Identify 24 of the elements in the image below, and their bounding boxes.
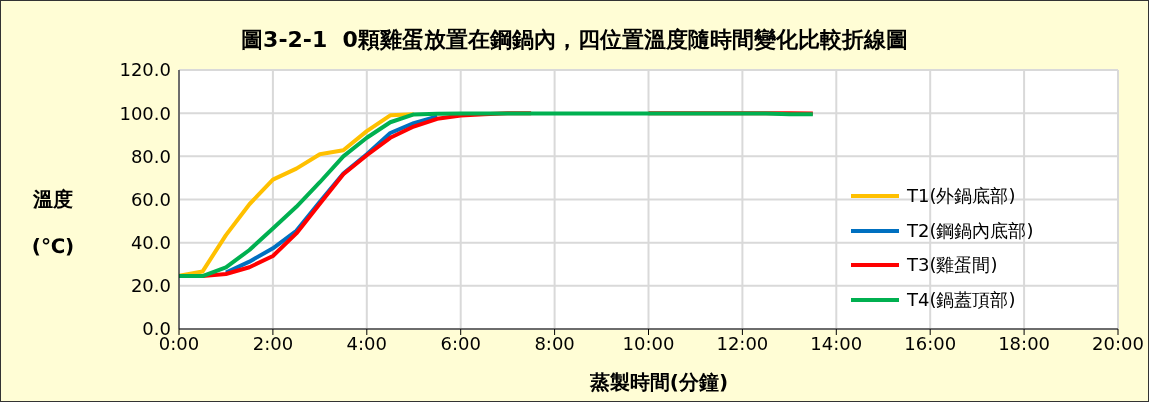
chart-title: 圖3-2-1 0顆雞蛋放置在鋼鍋內，四位置溫度隨時間變化比較折線圖 — [240, 26, 909, 54]
x-axis-title: 蒸製時間(分鐘) — [588, 369, 730, 396]
x-tick-label: 18:00 — [998, 332, 1051, 354]
legend-label: T1(外鍋底部) — [907, 184, 1016, 209]
x-tick-label: 16:00 — [904, 332, 957, 354]
y-tick-label: 20.0 — [130, 275, 171, 297]
y-tick-label: 40.0 — [130, 232, 171, 254]
x-tick-label: 4:00 — [346, 332, 388, 354]
legend-label: T3(雞蛋間) — [907, 253, 998, 278]
y-tick-label: 80.0 — [130, 145, 171, 167]
y-axis-title: 溫度 (℃) — [30, 186, 76, 260]
y-tick-label: 60.0 — [130, 188, 171, 210]
x-tick-label: 6:00 — [440, 332, 481, 354]
y-tick-label: 120.0 — [119, 59, 171, 81]
legend-label: T2(鋼鍋內底部) — [907, 218, 1034, 243]
x-tick-label: 12:00 — [716, 332, 769, 354]
x-tick-label: 20:00 — [1092, 332, 1144, 354]
line-series — [179, 111, 815, 279]
y-tick-label: 100.0 — [119, 102, 171, 124]
legend-label: T4(鍋蓋頂部) — [907, 287, 1016, 312]
x-tick-label: 8:00 — [534, 332, 575, 354]
x-tick-label: 10:00 — [622, 332, 675, 354]
x-tick-label: 14:00 — [810, 332, 863, 354]
x-tick-label: 2:00 — [252, 332, 294, 354]
